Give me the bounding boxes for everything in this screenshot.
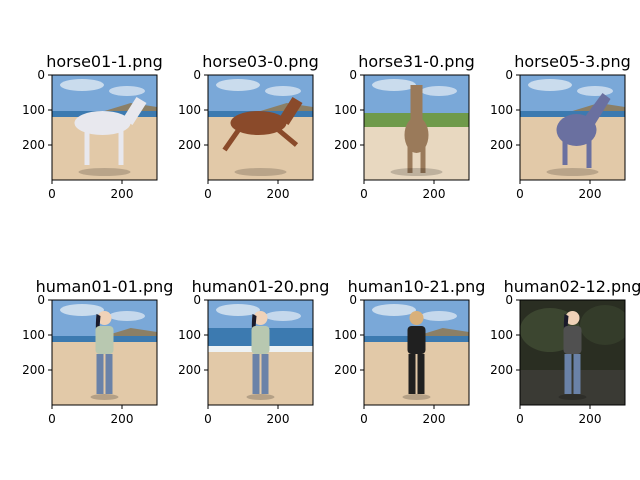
panel-image	[52, 300, 157, 405]
panel-image	[520, 300, 625, 405]
y-tick-label: 200	[178, 138, 201, 152]
x-tick-label: 0	[360, 187, 368, 201]
y-tick-label: 100	[178, 103, 201, 117]
y-tick-label: 100	[22, 328, 45, 342]
panel-title: horse05-3.png	[514, 52, 631, 71]
y-tick-label: 100	[178, 328, 201, 342]
y-tick-label: 200	[178, 363, 201, 377]
y-tick-label: 200	[334, 363, 357, 377]
panel-image	[364, 75, 469, 180]
x-tick-label: 0	[516, 412, 524, 426]
panel-title: human10-21.png	[348, 277, 486, 296]
x-tick-label: 0	[204, 412, 212, 426]
panel-frame	[51, 74, 158, 181]
panel-frame	[207, 299, 314, 406]
panel-image	[364, 300, 469, 405]
panel-title: human01-20.png	[192, 277, 330, 296]
x-tick-label: 200	[423, 187, 446, 201]
panel-frame	[363, 299, 470, 406]
y-tick-label: 0	[193, 293, 201, 307]
x-tick-label: 0	[204, 187, 212, 201]
y-tick-label: 0	[349, 293, 357, 307]
y-tick-label: 100	[22, 103, 45, 117]
x-tick-label: 200	[267, 187, 290, 201]
x-tick-label: 0	[516, 187, 524, 201]
x-tick-label: 0	[48, 187, 56, 201]
panel-image	[208, 300, 313, 405]
y-tick-label: 0	[505, 68, 513, 82]
x-tick-label: 0	[360, 412, 368, 426]
y-tick-label: 0	[37, 68, 45, 82]
panel-title: human01-01.png	[36, 277, 174, 296]
y-tick-label: 0	[37, 293, 45, 307]
x-tick-label: 200	[111, 412, 134, 426]
y-tick-label: 100	[334, 103, 357, 117]
panel-frame	[519, 299, 626, 406]
x-tick-label: 200	[579, 187, 602, 201]
panel-frame	[51, 299, 158, 406]
panel-title: horse01-1.png	[46, 52, 163, 71]
y-tick-label: 200	[334, 138, 357, 152]
panel-frame	[519, 74, 626, 181]
y-tick-label: 0	[193, 68, 201, 82]
x-tick-label: 200	[423, 412, 446, 426]
panel-title: horse03-0.png	[202, 52, 319, 71]
y-tick-label: 200	[22, 363, 45, 377]
panel-frame	[363, 74, 470, 181]
x-tick-label: 200	[111, 187, 134, 201]
y-tick-label: 0	[505, 293, 513, 307]
x-tick-label: 0	[48, 412, 56, 426]
x-tick-label: 200	[267, 412, 290, 426]
panel-title: horse31-0.png	[358, 52, 475, 71]
y-tick-label: 200	[490, 363, 513, 377]
panel-title: human02-12.png	[504, 277, 640, 296]
x-tick-label: 200	[579, 412, 602, 426]
panel-image	[52, 75, 157, 180]
panel-frame	[207, 74, 314, 181]
y-tick-label: 100	[490, 103, 513, 117]
panel-image	[520, 75, 625, 180]
y-tick-label: 200	[22, 138, 45, 152]
panel-image	[208, 75, 313, 180]
y-tick-label: 100	[334, 328, 357, 342]
y-tick-label: 0	[349, 68, 357, 82]
y-tick-label: 100	[490, 328, 513, 342]
y-tick-label: 200	[490, 138, 513, 152]
